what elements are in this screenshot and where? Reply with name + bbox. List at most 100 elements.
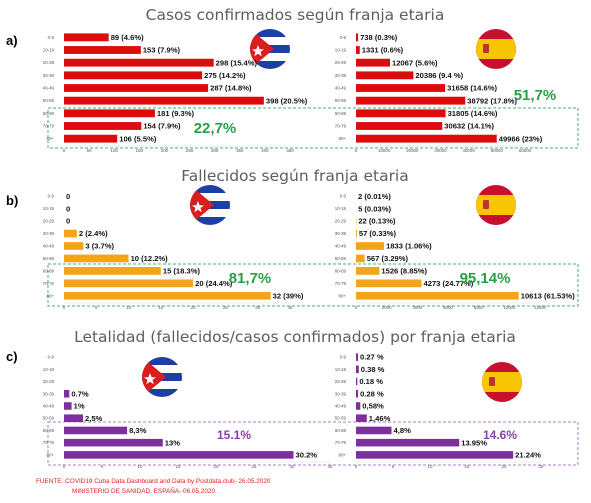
category-label: 50-59	[43, 98, 55, 103]
x-tick-label: 350	[236, 148, 244, 153]
x-tick-label: 25	[539, 464, 544, 469]
x-tick-label: 5	[95, 305, 98, 310]
category-label: 40-49	[43, 404, 55, 409]
x-tick-label: 8000	[474, 305, 484, 310]
bar	[64, 46, 141, 54]
bar	[356, 46, 360, 54]
category-label: 70-79	[335, 124, 347, 129]
bar	[64, 96, 264, 105]
x-tick-label: 10000	[378, 148, 391, 153]
highlight-box-c	[47, 421, 579, 466]
bar	[64, 438, 163, 447]
category-label: 10-19	[335, 48, 347, 53]
x-tick-label: 40000	[463, 148, 476, 153]
data-label: 12067 (5.6%)	[392, 58, 438, 67]
x-tick-label: 0	[63, 464, 66, 469]
category-label: 40-49	[335, 404, 347, 409]
category-label: 30-39	[335, 73, 347, 78]
spain-flag-icon	[476, 185, 516, 225]
x-tick-label: 20000	[406, 148, 419, 153]
category-label: 20-29	[335, 379, 347, 384]
data-label: 1833 (1.06%)	[386, 242, 432, 251]
bar	[356, 134, 497, 143]
category-label: 60-69	[335, 428, 347, 433]
bar	[64, 58, 214, 67]
bar	[356, 122, 443, 130]
bar	[356, 33, 359, 42]
x-tick-label: 450	[286, 148, 294, 153]
data-label: 0.38 %	[361, 365, 385, 374]
x-tick-label: 100	[111, 148, 119, 153]
x-tick-label: 10	[428, 464, 433, 469]
bar	[64, 291, 271, 300]
bar	[356, 402, 361, 410]
x-tick-label: 0	[355, 305, 358, 310]
category-label: 50-59	[335, 256, 347, 261]
category-label: 60-69	[43, 111, 55, 116]
highlight-box-b	[47, 263, 579, 307]
category-label: 20-29	[43, 60, 55, 65]
category-label: 60-69	[43, 268, 55, 273]
data-label: 2 (2.4%)	[79, 229, 108, 238]
cuba-flag-icon	[142, 357, 182, 397]
data-label: 0.7%	[71, 389, 89, 398]
data-label: 0	[66, 192, 70, 201]
category-label: 70-79	[43, 440, 55, 445]
bar	[356, 267, 380, 275]
bar	[356, 96, 466, 105]
category-label: 70-79	[335, 281, 347, 286]
bar	[356, 109, 446, 118]
bar	[64, 402, 72, 410]
bar	[64, 389, 70, 398]
category-label: 0-9	[340, 35, 347, 40]
data-label: 0	[66, 204, 70, 213]
highlight-percentage: 14.6%	[483, 428, 517, 442]
highlight-percentage: 15.1%	[217, 428, 251, 442]
category-label: 10-19	[335, 206, 347, 211]
bar	[356, 254, 365, 263]
x-tick-label: 300	[211, 148, 219, 153]
category-label: 0-9	[340, 194, 347, 199]
data-label: 30632 (14.1%)	[444, 122, 494, 131]
data-label: 30.2%	[296, 450, 318, 459]
category-label: 30-39	[43, 73, 55, 78]
bar	[64, 84, 209, 92]
category-label: 20-29	[335, 219, 347, 224]
data-label: 1,46%	[369, 414, 391, 423]
category-label: 50-59	[335, 416, 347, 421]
bar	[356, 414, 367, 423]
x-tick-label: 5	[101, 464, 104, 469]
bar	[356, 71, 414, 80]
x-tick-label: 50000	[491, 148, 504, 153]
category-label: 0-9	[340, 355, 347, 360]
highlight-percentage: 95,14%	[460, 270, 511, 287]
category-label: 70-79	[43, 124, 55, 129]
data-label: 5 (0.03%)	[358, 204, 391, 213]
data-label: 398 (20.5%)	[266, 96, 308, 105]
category-label: 0-9	[48, 194, 55, 199]
category-label: 80+	[339, 452, 347, 457]
x-tick-label: 0	[63, 305, 66, 310]
x-tick-label: 35	[328, 464, 333, 469]
x-tick-label: 60000	[519, 148, 532, 153]
source-line-1: FUENTE: COVID19 Cuba Data Dashboard and …	[36, 478, 271, 485]
category-label: 80+	[339, 136, 347, 141]
bar	[356, 353, 358, 361]
bar	[356, 426, 392, 435]
data-label: 38792 (17.8%)	[467, 96, 517, 105]
data-label: 1%	[74, 402, 85, 411]
bar	[356, 279, 422, 288]
category-label: 0-9	[48, 35, 55, 40]
category-label: 30-39	[335, 231, 347, 236]
data-label: 89 (4.6%)	[111, 33, 144, 42]
data-label: 10613 (61.53%)	[521, 291, 576, 300]
data-label: 0.18 %	[359, 377, 383, 386]
category-label: 70-79	[43, 281, 55, 286]
highlight-percentage: 22,7%	[194, 120, 237, 137]
category-label: 60-69	[335, 111, 347, 116]
category-label: 30-39	[43, 231, 55, 236]
bar	[64, 426, 128, 435]
data-label: 21.24%	[515, 450, 541, 459]
x-tick-label: 25	[252, 464, 257, 469]
